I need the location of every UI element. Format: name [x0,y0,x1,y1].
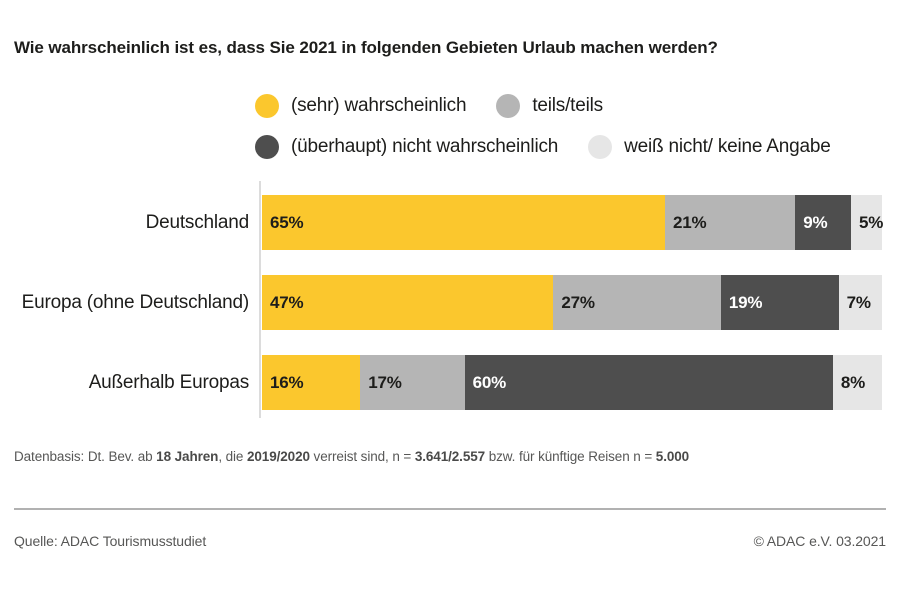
value-label: 47% [270,292,304,312]
value-label: 7% [846,292,871,312]
legend-item-unlikely: (überhaupt) nicht wahrscheinlich [255,135,558,159]
category-label: Europa (ohne Deutschland) [21,291,250,313]
legend-swatch-gray-icon [496,94,521,118]
footer: Quelle: ADAC Tourismusstudiet © ADAC e.V… [14,533,886,549]
bar-segment-likely: 47% [262,275,554,330]
chart-row-deutschland: Deutschland 65% 21% 9% 5% [0,195,900,250]
bar-segment-likely: 65% [262,195,665,250]
legend: (sehr) wahrscheinlich teils/teils (überh… [255,94,900,159]
stacked-bar: 65% 21% 9% 5% [262,195,884,250]
datenbasis-note: Datenbasis: Dt. Bev. ab 18 Jahren, die 2… [14,448,886,465]
value-label: 16% [270,372,304,392]
legend-row: (sehr) wahrscheinlich teils/teils [255,94,900,118]
note-text-bold: 2019/2020 [246,449,310,464]
category-label: Deutschland [145,211,250,233]
chart-row-europa: Europa (ohne Deutschland) 47% 27% 19% 7% [0,275,900,330]
bar-segment-unlikely: 9% [795,195,851,250]
category-label: Außerhalb Europas [88,371,250,393]
bar-segment-partly: 21% [665,195,796,250]
bar-segment-partly: 27% [553,275,721,330]
legend-swatch-yellow-icon [255,94,279,118]
chart-row-ausserhalb: Außerhalb Europas 16% 17% 60% 8% [0,355,900,410]
note-text: Datenbasis: Dt. Bev. ab [14,449,157,464]
divider-line [14,508,886,510]
bar-segment-no-answer: 7% [838,275,883,330]
legend-item-partly: teils/teils [496,94,603,118]
value-label: 19% [728,292,763,312]
legend-label: (sehr) wahrscheinlich [291,95,467,116]
value-label: 9% [803,212,828,232]
legend-swatch-darkgray-icon [255,135,279,159]
note-text: , die [218,449,247,464]
source-text: Quelle: ADAC Tourismusstudiet [14,533,207,549]
value-label: 65% [270,212,304,232]
legend-label: weiß nicht/ keine Angabe [624,136,831,157]
value-label: 17% [368,372,402,392]
legend-label: (überhaupt) nicht wahrscheinlich [291,136,559,157]
chart-area: Deutschland 65% 21% 9% 5% Europa (ohne D… [0,181,900,418]
bar-segment-unlikely: 19% [720,275,839,330]
axis-baseline [259,181,261,418]
value-label: 21% [673,212,707,232]
chart-title: Wie wahrscheinlich ist es, dass Sie 2021… [14,38,718,57]
note-text-bold: 3.641/2.557 [414,449,486,464]
stacked-bar: 16% 17% 60% 8% [262,355,882,410]
value-label: 60% [472,372,507,392]
copyright-text: © ADAC e.V. 03.2021 [753,533,887,549]
note-text-bold: 5.000 [655,449,690,464]
bar-segment-no-answer: 8% [832,355,882,410]
note-text-bold: 18 Jahren [156,449,219,464]
note-text: verreist sind, n = [309,449,415,464]
legend-row: (überhaupt) nicht wahrscheinlich weiß ni… [255,135,900,159]
value-label: 27% [561,292,595,312]
note-text: bzw. für künftige Reisen n = [485,449,656,464]
chart-rows: Deutschland 65% 21% 9% 5% Europa (ohne D… [0,181,900,418]
legend-item-no-answer: weiß nicht/ keine Angabe [588,135,831,159]
bar-segment-unlikely: 60% [464,355,833,410]
value-label: 8% [840,372,866,392]
legend-label: teils/teils [532,95,603,116]
bar-segment-likely: 16% [262,355,361,410]
legend-item-likely: (sehr) wahrscheinlich [255,94,467,118]
bar-segment-no-answer: 5% [851,195,884,250]
value-label: 5% [859,212,884,232]
legend-swatch-lightgray-icon [588,135,613,159]
bar-segment-partly: 17% [360,355,465,410]
stacked-bar: 47% 27% 19% 7% [262,275,883,330]
